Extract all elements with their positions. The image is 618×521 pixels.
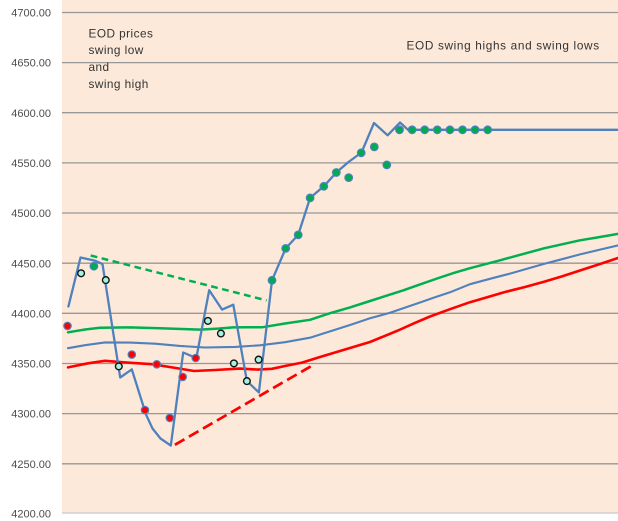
svg-text:4400.00: 4400.00	[11, 308, 51, 320]
svg-text:swing low: swing low	[89, 43, 144, 57]
svg-text:4350.00: 4350.00	[11, 359, 51, 371]
svg-text:4700.00: 4700.00	[11, 8, 51, 20]
svg-text:EOD swing highs and swing lows: EOD swing highs and swing lows	[407, 39, 600, 53]
svg-text:4200.00: 4200.00	[11, 509, 51, 521]
svg-text:4450.00: 4450.00	[11, 258, 51, 270]
svg-text:4550.00: 4550.00	[11, 158, 51, 170]
svg-text:4500.00: 4500.00	[11, 208, 51, 220]
svg-text:and: and	[89, 60, 110, 74]
svg-text:EOD prices: EOD prices	[89, 26, 154, 40]
svg-text:4650.00: 4650.00	[11, 58, 51, 70]
svg-text:4250.00: 4250.00	[11, 459, 51, 471]
svg-text:4300.00: 4300.00	[11, 409, 51, 421]
svg-text:4600.00: 4600.00	[11, 108, 51, 120]
svg-text:swing high: swing high	[89, 77, 149, 91]
